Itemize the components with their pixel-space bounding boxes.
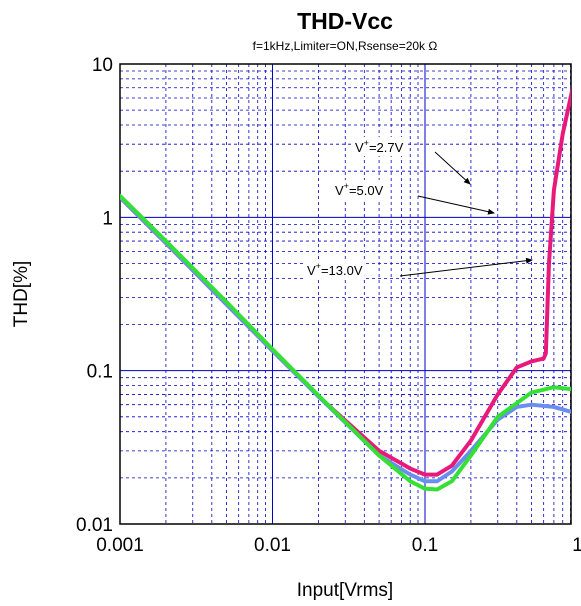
y-tick-label: 0.01 [76, 515, 113, 536]
plot-area-border [119, 63, 572, 525]
series-line-2 [120, 193, 571, 492]
series-annotation-label: V+=5.0V [335, 181, 384, 198]
chart-title: THD-Vcc [297, 8, 393, 34]
minor-grid [120, 64, 571, 524]
y-axis-label: THD[%] [11, 261, 32, 328]
annotation-arrow [434, 151, 471, 185]
x-axis-label: Input[Vrms] [297, 580, 393, 601]
y-tick-labels: 10 1 0.1 0.01 [76, 55, 113, 536]
annotation-bg [333, 180, 386, 199]
x-tick-label: 0.01 [254, 535, 291, 556]
series-annotation-label: V+=2.7V [355, 138, 404, 155]
annotation-arrow [399, 257, 533, 277]
series-annotation-label: V+=13.0V [307, 261, 363, 278]
series-annotations: V+=2.7V V+=5.0V V+=13.0V [305, 137, 533, 279]
x-tick-label: 1 [572, 535, 581, 556]
x-tick-labels: 0.001 0.01 0.1 1 [96, 535, 581, 556]
x-tick-label: 0.001 [96, 535, 144, 556]
series-layer [120, 85, 571, 492]
x-tick-label: 0.1 [412, 535, 438, 556]
y-tick-label: 10 [92, 55, 113, 76]
annotation-bg [353, 137, 406, 156]
y-tick-label: 0.1 [87, 362, 113, 383]
annotation-arrow [417, 195, 495, 215]
chart-subtitle: f=1kHz,Limiter=ON,Rsense=20k Ω [253, 39, 438, 53]
annotation-bg [305, 260, 365, 279]
y-tick-label: 1 [102, 208, 113, 229]
